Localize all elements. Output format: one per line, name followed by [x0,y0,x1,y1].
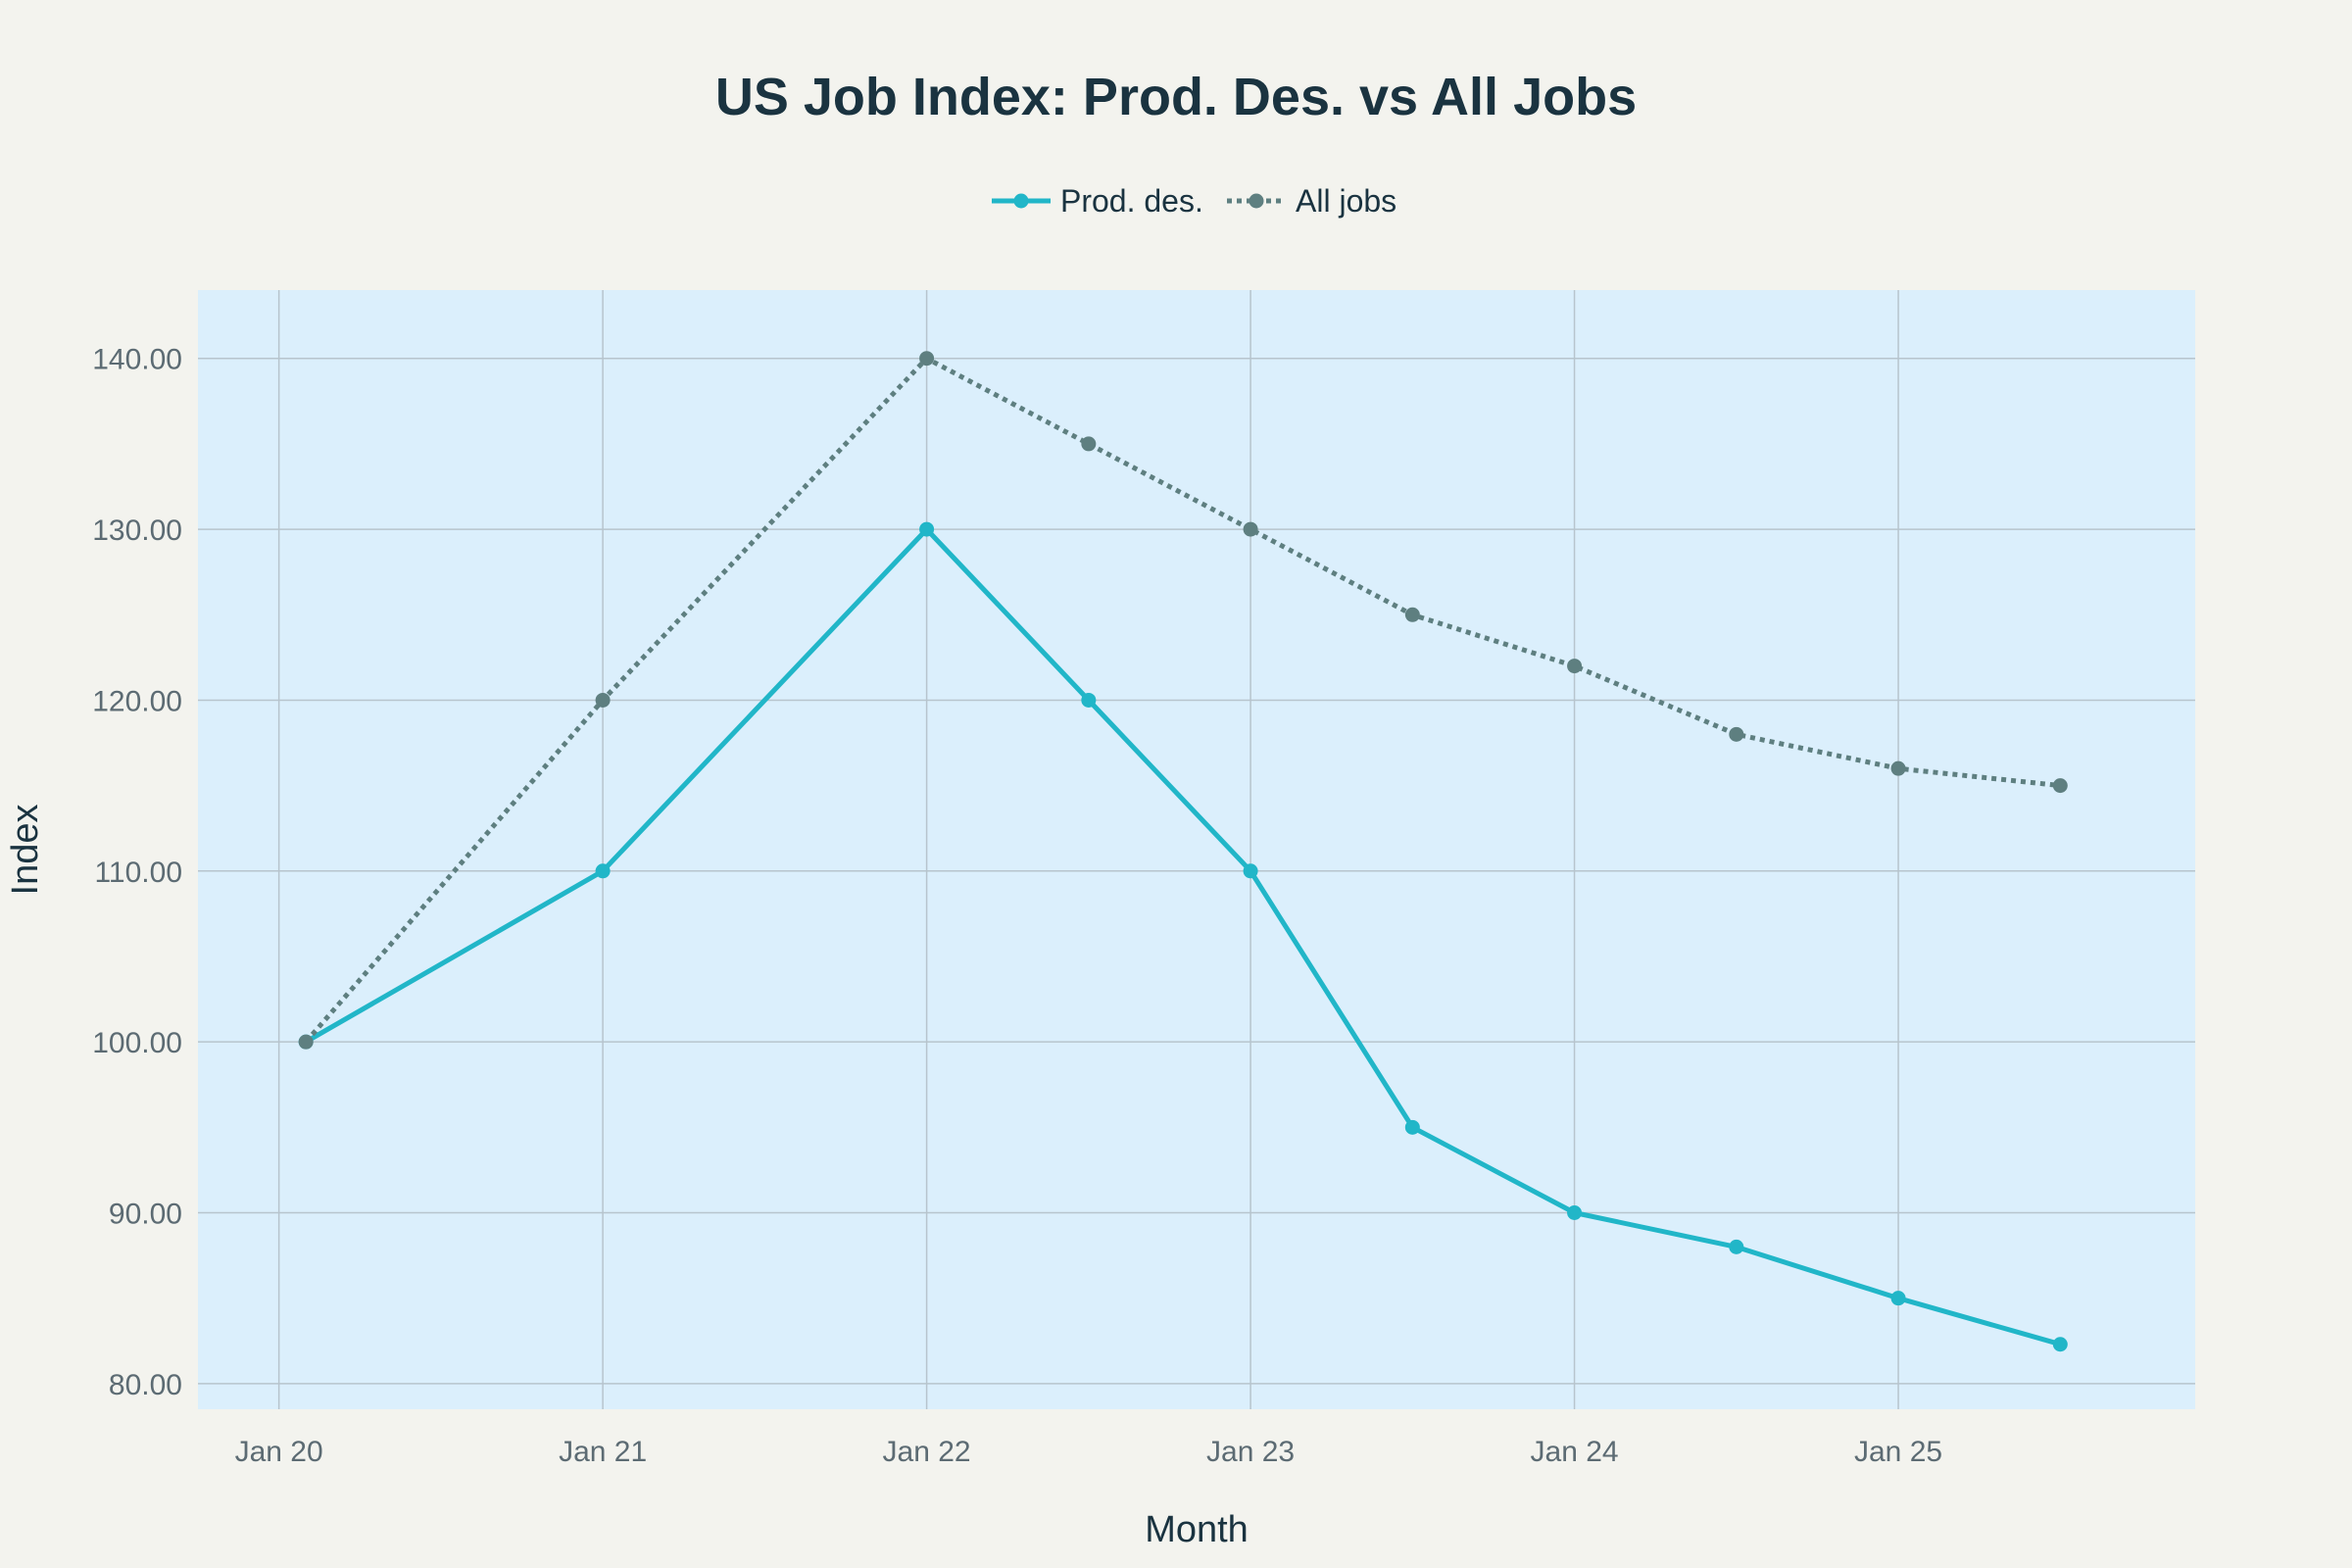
y-axis-ticks: 80.00 90.00 100.00 110.00 120.00 130.00 140.00 [92,344,182,1401]
data-point [1890,1291,1906,1306]
y-tick-label: 140.00 [92,344,182,376]
x-axis-ticks: Jan 20 Jan 21 Jan 22 Jan 23 Jan 24 Jan 25 [235,1436,1943,1468]
data-point [1890,760,1906,776]
series-line [304,526,2061,1348]
data-point [919,351,935,367]
grid [198,290,2195,1409]
data-point [595,863,611,879]
legend-item: Prod. des. [992,183,1203,219]
data-point [1243,863,1258,879]
x-tick-label: Jan 20 [235,1436,323,1468]
plot-area [198,290,2195,1409]
legend-label: All jobs [1296,183,1396,219]
y-tick-label: 130.00 [92,514,182,547]
x-axis-label: Month [1145,1509,1249,1550]
data-point [1404,1119,1420,1135]
legend-item: All jobs [1227,183,1396,219]
x-tick-label: Jan 22 [883,1436,971,1468]
x-tick-label: Jan 21 [559,1436,647,1468]
y-tick-label: 100.00 [92,1027,182,1059]
chart-title: US Job Index: Prod. Des. vs All Jobs [715,68,1637,126]
series-all-jobs [298,351,2068,1050]
y-tick-label: 120.00 [92,685,182,717]
data-point [298,1034,314,1050]
data-point [1729,726,1744,742]
data-point [1567,1204,1583,1220]
y-tick-label: 110.00 [94,857,182,889]
data-point [919,521,935,537]
data-point [1243,521,1258,537]
y-axis-label: Index [5,805,46,896]
y-tick-label: 90.00 [109,1198,182,1230]
data-point [1567,659,1583,674]
series-line [304,356,2061,1044]
legend-label: Prod. des. [1060,183,1203,219]
series-layer [298,351,2068,1352]
data-point [1081,692,1097,708]
data-point [595,692,611,708]
x-tick-label: Jan 23 [1206,1436,1295,1468]
legend-swatch-marker [1013,193,1029,209]
x-tick-label: Jan 24 [1531,1436,1619,1468]
data-point [2052,1337,2068,1352]
y-tick-label: 80.00 [109,1369,182,1401]
legend-swatch-marker [1249,193,1264,209]
legend: Prod. des. All jobs [992,183,1396,219]
data-point [1404,607,1420,622]
data-point [2052,778,2068,794]
data-point [1729,1239,1744,1254]
x-tick-label: Jan 25 [1854,1436,1942,1468]
data-point [1081,436,1097,452]
